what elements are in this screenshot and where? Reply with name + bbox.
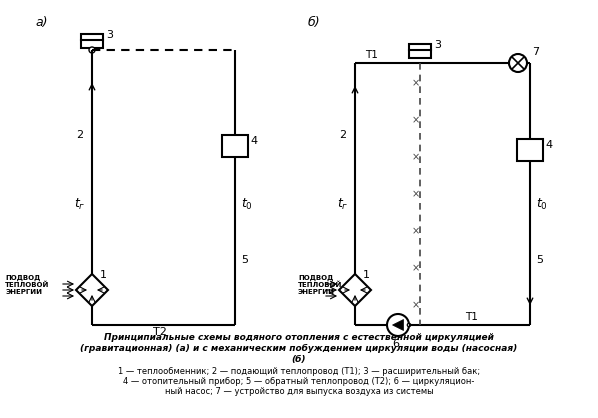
Text: 6: 6: [392, 339, 399, 349]
Polygon shape: [76, 274, 108, 306]
Circle shape: [509, 54, 527, 72]
Text: ×: ×: [412, 263, 420, 273]
Circle shape: [89, 47, 95, 53]
Bar: [517, 139, 543, 161]
Text: б): б): [308, 16, 321, 29]
Text: ЭНЕРГИИ: ЭНЕРГИИ: [5, 289, 42, 295]
Text: 4: 4: [545, 140, 552, 150]
Text: (б): (б): [292, 355, 306, 364]
Text: $t_г$: $t_г$: [74, 197, 86, 212]
Text: 5: 5: [241, 255, 248, 265]
Text: ×: ×: [412, 189, 420, 199]
Text: ×: ×: [412, 115, 420, 125]
Bar: [81, 34, 103, 48]
Text: Т2: Т2: [153, 327, 167, 337]
Text: ×: ×: [412, 78, 420, 88]
Text: $t_0$: $t_0$: [241, 197, 253, 212]
Text: $t_г$: $t_г$: [337, 197, 349, 212]
Text: ный насос; 7 — устройство для выпуска воздуха из системы: ный насос; 7 — устройство для выпуска во…: [164, 387, 434, 396]
Polygon shape: [339, 274, 371, 306]
Text: ПОДВОД: ПОДВОД: [298, 275, 333, 281]
Text: 1: 1: [363, 270, 370, 280]
Text: 1: 1: [100, 270, 107, 280]
Text: Т1: Т1: [365, 50, 378, 60]
Text: ×: ×: [412, 300, 420, 310]
Text: 2: 2: [340, 130, 347, 140]
Text: ЭНЕРГИИ: ЭНЕРГИИ: [298, 289, 335, 295]
Text: ×: ×: [412, 152, 420, 162]
Text: ТЕПЛОВОЙ: ТЕПЛОВОЙ: [298, 281, 343, 288]
Text: Принципиальные схемы водяного отопления с естественной циркуляцией: Принципиальные схемы водяного отопления …: [104, 333, 494, 342]
Bar: [409, 44, 431, 58]
Circle shape: [387, 314, 409, 336]
Text: 4: 4: [250, 136, 257, 146]
Text: 7: 7: [532, 47, 539, 57]
Text: ТЕПЛОВОЙ: ТЕПЛОВОЙ: [5, 281, 50, 288]
Text: 1 — теплообменник; 2 — подающий теплопровод (Т1); 3 — расширительный бак;: 1 — теплообменник; 2 — подающий теплопро…: [118, 367, 480, 376]
Text: 2: 2: [77, 130, 84, 140]
Text: $t_0$: $t_0$: [536, 197, 548, 212]
Text: 4 — отопительный прибор; 5 — обратный теплопровод (Т2); 6 — циркуляцион-: 4 — отопительный прибор; 5 — обратный те…: [123, 377, 475, 386]
Text: ПОДВОД: ПОДВОД: [5, 275, 40, 281]
Text: (гравитационная) (а) и с механическим побуждением циркуляции воды (насосная): (гравитационная) (а) и с механическим по…: [80, 344, 518, 353]
Text: а): а): [35, 16, 47, 29]
Text: 5: 5: [536, 255, 543, 265]
Text: Т1: Т1: [465, 312, 478, 322]
Text: 3: 3: [106, 30, 113, 40]
Polygon shape: [392, 319, 404, 331]
Text: 3: 3: [434, 40, 441, 50]
Bar: [222, 135, 248, 157]
Text: ×: ×: [412, 226, 420, 236]
Circle shape: [407, 324, 411, 326]
